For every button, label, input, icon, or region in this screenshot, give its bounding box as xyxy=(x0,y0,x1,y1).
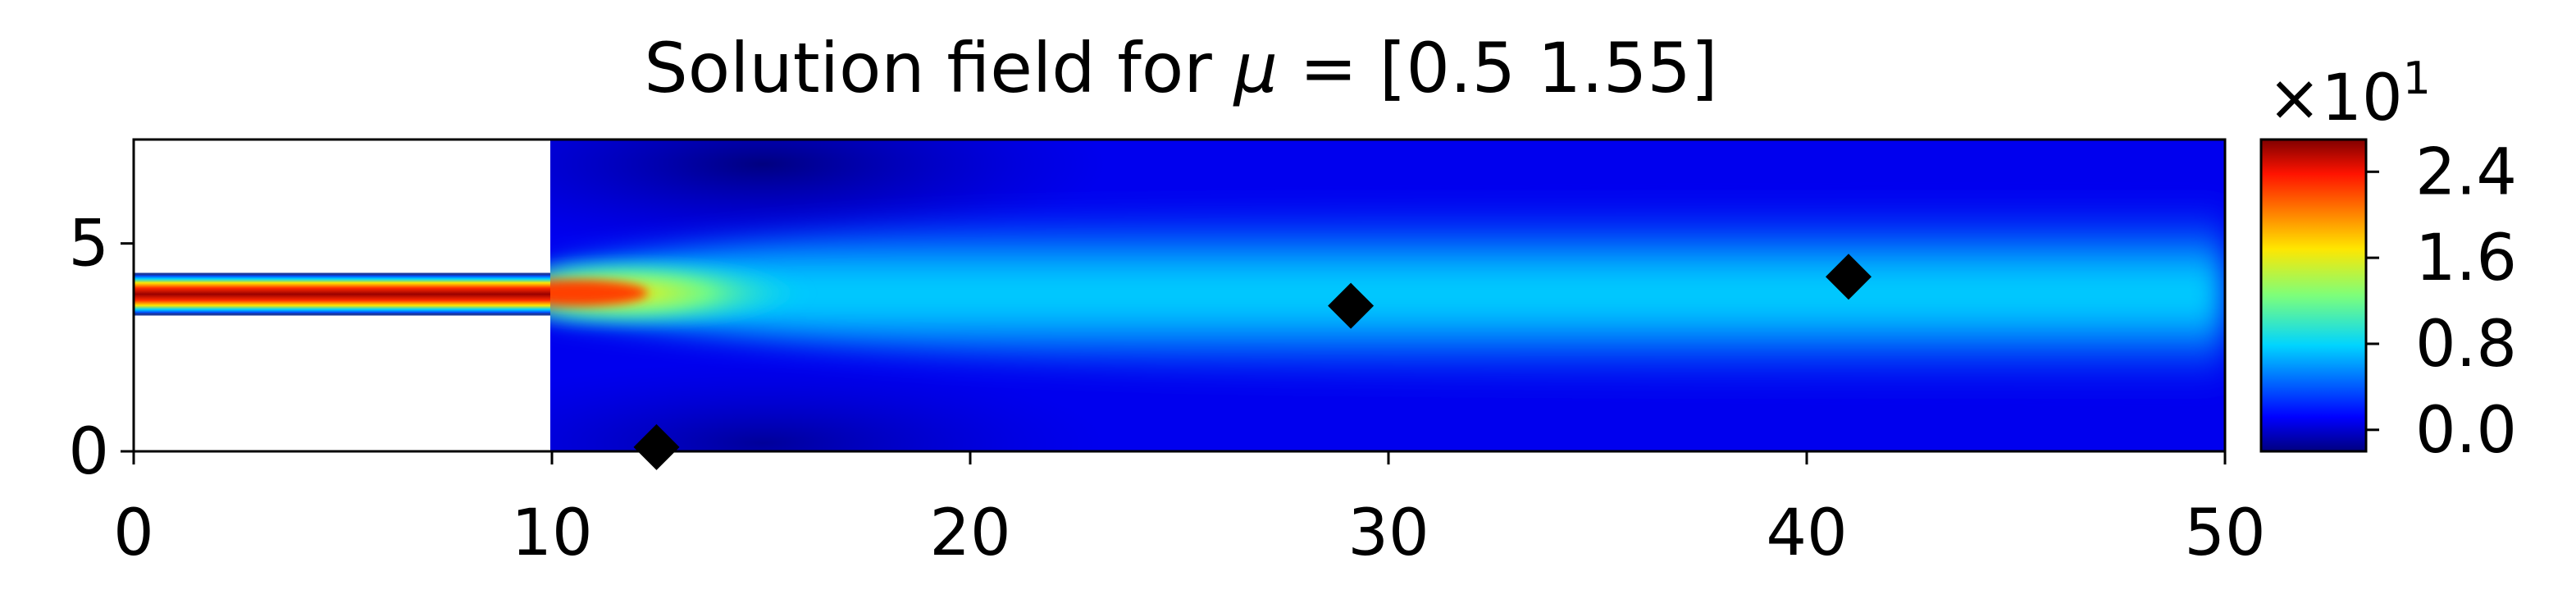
diamond-marker xyxy=(1826,254,1872,300)
chart-title-symbol: μ xyxy=(1232,28,1277,108)
colorbar-multiplier-base: ×10 xyxy=(2268,62,2403,135)
colorbar-multiplier: ×101 xyxy=(2268,53,2431,135)
colorbar-multiplier-exponent: 1 xyxy=(2403,53,2431,104)
colorbar-gradient xyxy=(2261,140,2366,451)
colorbar-tick-label: 2.4 xyxy=(2415,135,2517,209)
x-tick-label: 40 xyxy=(1766,496,1847,570)
solution-field xyxy=(134,140,2225,451)
y-axis: 05 xyxy=(68,208,134,489)
diamond-marker xyxy=(633,423,680,470)
x-tick-label: 50 xyxy=(2184,496,2265,570)
colorbar: 0.0 0.8 1.6 2.4 ×101 xyxy=(2259,53,2517,468)
chart-title: Solution field for μ = [0.5 1.55] xyxy=(644,28,1717,108)
inlet-channel xyxy=(134,274,550,314)
y-tick-label: 0 xyxy=(68,415,109,489)
marker-points xyxy=(633,254,1872,470)
plot-frame xyxy=(132,138,2227,453)
colorbar-ticks: 0.0 0.8 1.6 2.4 xyxy=(2366,135,2517,468)
x-axis: 0 10 20 30 40 50 xyxy=(113,451,2266,570)
field-dark-region-bottom xyxy=(550,361,1107,451)
x-tick-label: 0 xyxy=(113,496,154,570)
x-tick-label: 30 xyxy=(1347,496,1429,570)
y-tick-label: 5 xyxy=(68,208,109,281)
x-tick-label: 10 xyxy=(511,496,592,570)
colorbar-tick-label: 1.6 xyxy=(2415,222,2517,295)
jet-hot-region xyxy=(550,254,812,332)
colorbar-frame xyxy=(2259,138,2368,453)
x-tick-label: 20 xyxy=(929,496,1010,570)
diamond-marker xyxy=(1328,282,1375,329)
jet-plume xyxy=(550,190,2225,398)
colorbar-tick-label: 0.8 xyxy=(2415,308,2517,382)
chart-title-suffix: = [0.5 1.55] xyxy=(1278,28,1718,108)
jet-core-tip xyxy=(550,280,648,306)
chart-title-prefix: Solution field for xyxy=(644,28,1233,108)
colorbar-tick-label: 0.0 xyxy=(2415,394,2517,468)
